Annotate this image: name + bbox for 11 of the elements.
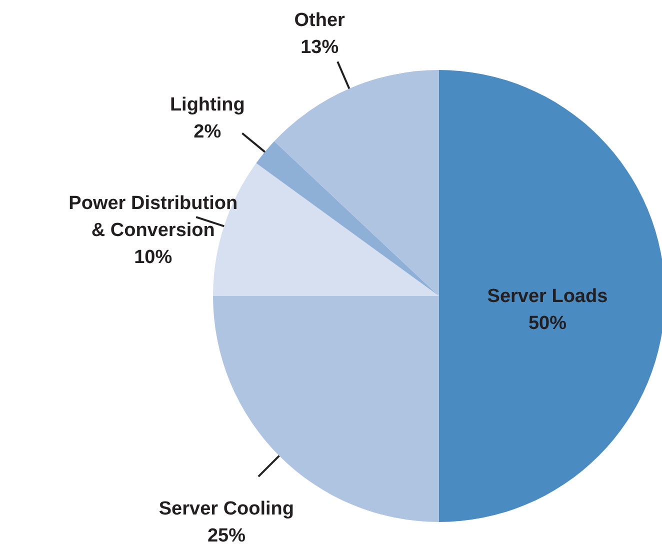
slice-label: Server Cooling — [158, 498, 294, 520]
data-label: 2% — [194, 121, 222, 142]
data-label: 13% — [300, 37, 339, 58]
data-label: 50% — [528, 313, 567, 334]
slice-label: Power Distribution & Conversion — [68, 193, 238, 242]
pie-slice — [256, 141, 439, 296]
data-label: 10% — [134, 247, 172, 268]
slice-label: Server Loads — [487, 286, 608, 307]
data-label: 25% — [207, 526, 246, 546]
slice-label: Lighting — [170, 94, 245, 116]
slice-label: Other — [294, 10, 346, 32]
